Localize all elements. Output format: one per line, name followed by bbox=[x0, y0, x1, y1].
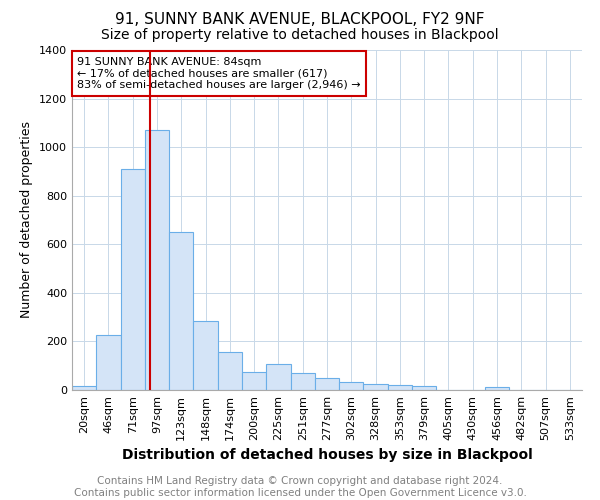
Text: Size of property relative to detached houses in Blackpool: Size of property relative to detached ho… bbox=[101, 28, 499, 42]
Text: 91, SUNNY BANK AVENUE, BLACKPOOL, FY2 9NF: 91, SUNNY BANK AVENUE, BLACKPOOL, FY2 9N… bbox=[115, 12, 485, 28]
Bar bbox=[290, 373, 315, 390]
Bar bbox=[412, 386, 436, 390]
X-axis label: Distribution of detached houses by size in Blackpool: Distribution of detached houses by size … bbox=[122, 448, 532, 462]
Bar bbox=[169, 232, 193, 390]
Bar bbox=[315, 378, 339, 390]
Text: 91 SUNNY BANK AVENUE: 84sqm
← 17% of detached houses are smaller (617)
83% of se: 91 SUNNY BANK AVENUE: 84sqm ← 17% of det… bbox=[77, 57, 361, 90]
Bar bbox=[242, 372, 266, 390]
Bar bbox=[145, 130, 169, 390]
Bar bbox=[72, 386, 96, 390]
Bar bbox=[388, 385, 412, 390]
Bar bbox=[339, 382, 364, 390]
Y-axis label: Number of detached properties: Number of detached properties bbox=[20, 122, 34, 318]
Bar bbox=[193, 321, 218, 390]
Bar bbox=[96, 336, 121, 390]
Bar bbox=[485, 387, 509, 390]
Bar bbox=[218, 352, 242, 390]
Bar bbox=[121, 169, 145, 390]
Bar bbox=[266, 364, 290, 390]
Text: Contains HM Land Registry data © Crown copyright and database right 2024.
Contai: Contains HM Land Registry data © Crown c… bbox=[74, 476, 526, 498]
Bar bbox=[364, 384, 388, 390]
